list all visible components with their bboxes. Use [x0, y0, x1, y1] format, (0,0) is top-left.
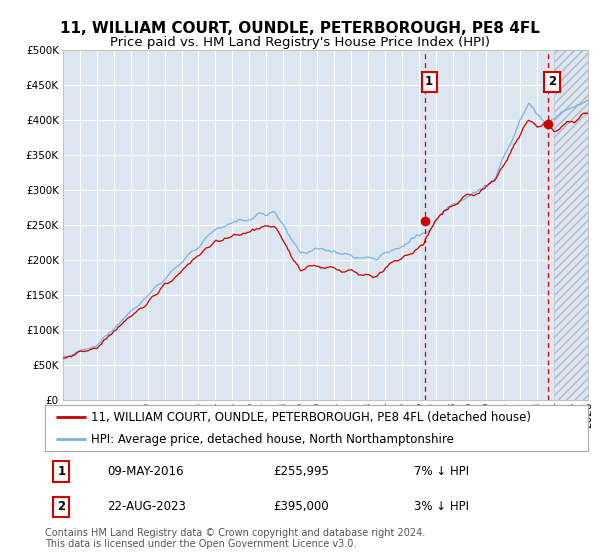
- Text: 22-AUG-2023: 22-AUG-2023: [107, 500, 187, 514]
- Text: HPI: Average price, detached house, North Northamptonshire: HPI: Average price, detached house, Nort…: [91, 433, 454, 446]
- Text: Contains HM Land Registry data © Crown copyright and database right 2024.
This d: Contains HM Land Registry data © Crown c…: [45, 528, 425, 549]
- Text: 09-MAY-2016: 09-MAY-2016: [107, 465, 184, 478]
- Text: 2: 2: [57, 500, 65, 514]
- Text: 1: 1: [425, 76, 433, 88]
- Text: 1: 1: [57, 465, 65, 478]
- Text: 11, WILLIAM COURT, OUNDLE, PETERBOROUGH, PE8 4FL (detached house): 11, WILLIAM COURT, OUNDLE, PETERBOROUGH,…: [91, 411, 531, 424]
- Text: 2: 2: [548, 76, 556, 88]
- Text: 11, WILLIAM COURT, OUNDLE, PETERBOROUGH, PE8 4FL: 11, WILLIAM COURT, OUNDLE, PETERBOROUGH,…: [60, 21, 540, 36]
- Text: Price paid vs. HM Land Registry's House Price Index (HPI): Price paid vs. HM Land Registry's House …: [110, 36, 490, 49]
- Text: £395,000: £395,000: [273, 500, 329, 514]
- Text: 3% ↓ HPI: 3% ↓ HPI: [414, 500, 469, 514]
- Text: £255,995: £255,995: [273, 465, 329, 478]
- Text: 7% ↓ HPI: 7% ↓ HPI: [414, 465, 469, 478]
